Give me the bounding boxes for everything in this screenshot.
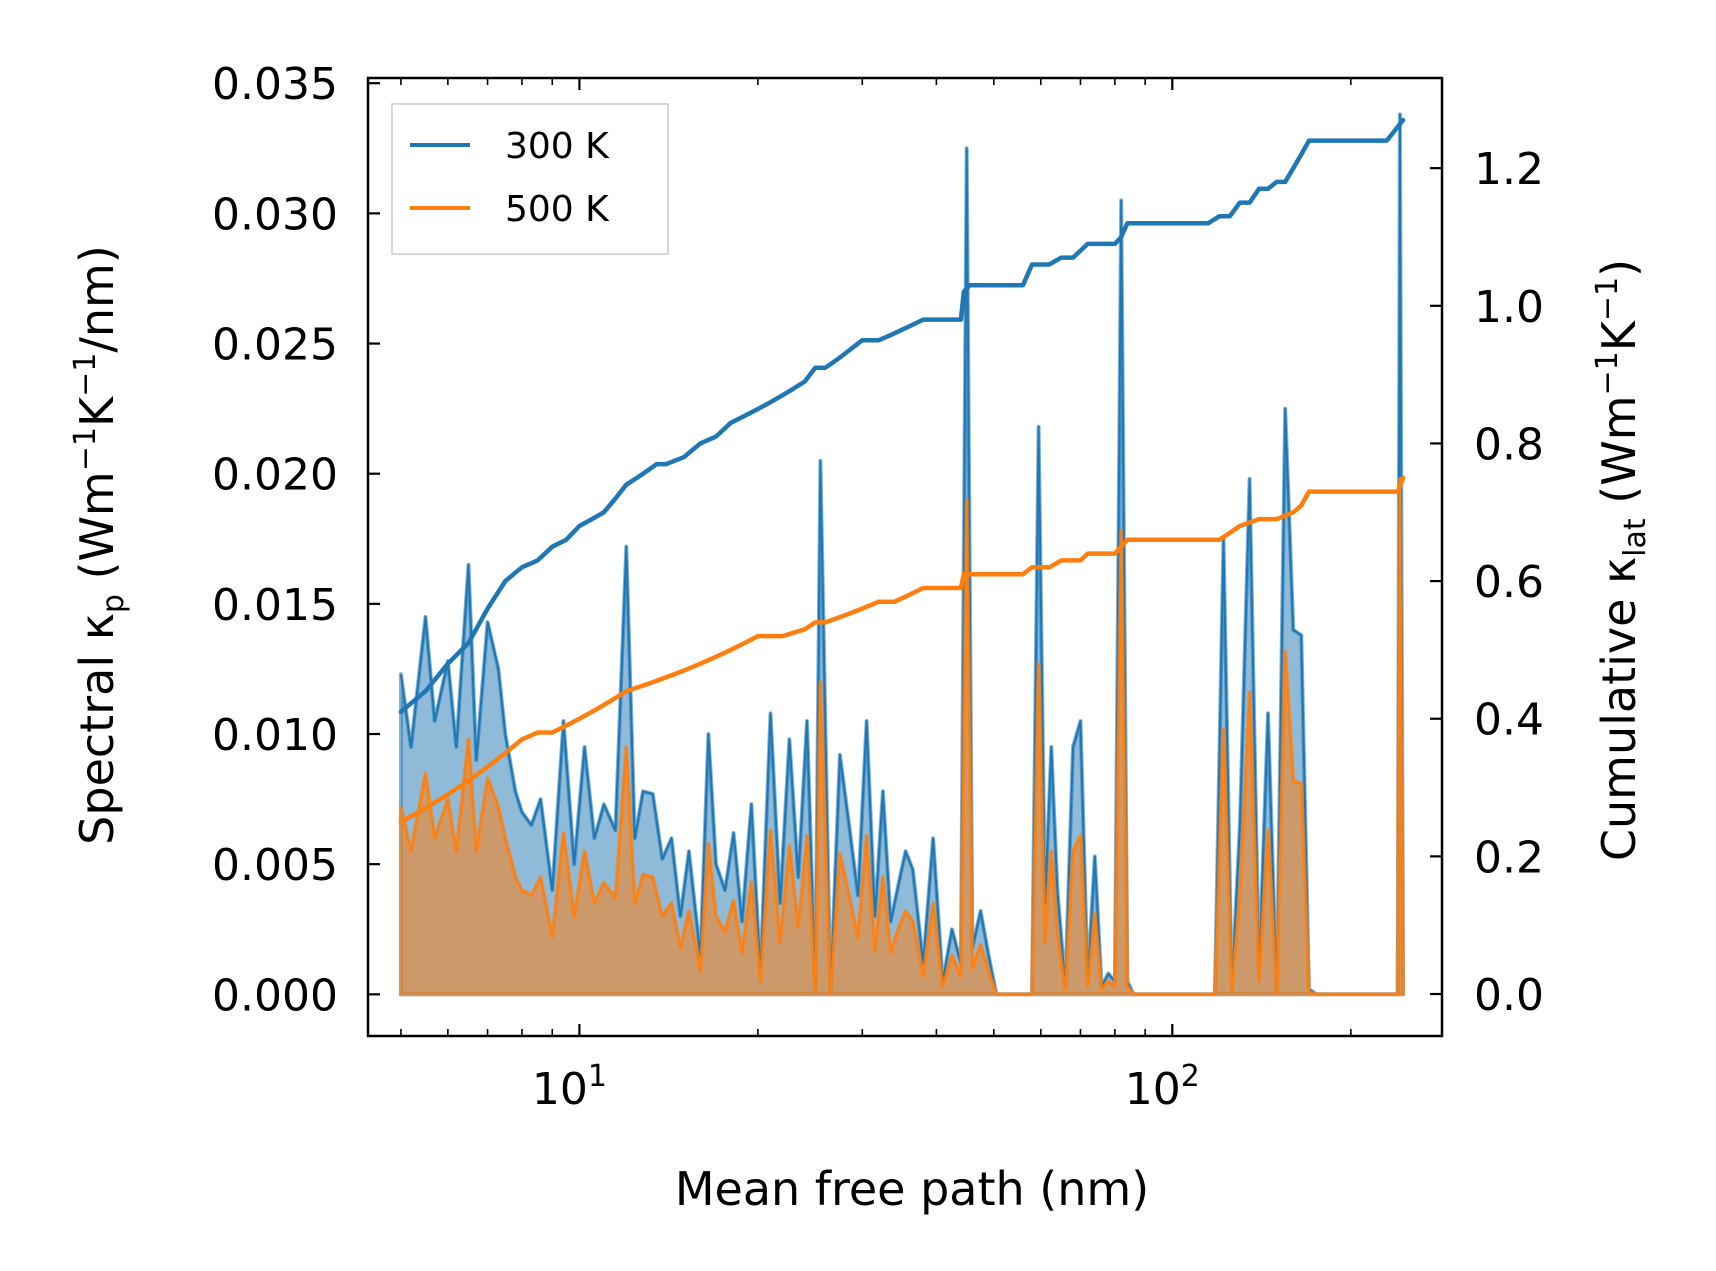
y-right-tick-label: 1.2 bbox=[1474, 144, 1544, 195]
y-right-tick-label: 0.4 bbox=[1474, 695, 1544, 746]
x-tick-label: 102 bbox=[1125, 1059, 1200, 1115]
y-left-part-3: −1 bbox=[68, 427, 103, 471]
y-left-tick-label: 0.020 bbox=[212, 450, 338, 501]
plot-area bbox=[398, 112, 1406, 997]
y-right-part-5: −1 bbox=[1590, 277, 1625, 321]
y-left-tick-label: 0.010 bbox=[212, 710, 338, 761]
y-right-part-2: (Wm bbox=[1592, 395, 1646, 518]
y-left-tick-label: 0.005 bbox=[212, 840, 338, 891]
y-right-tick-label: 0.2 bbox=[1474, 832, 1544, 883]
y-right-tick-label: 0.0 bbox=[1474, 970, 1544, 1021]
y-left-part-6: /nm) bbox=[70, 245, 124, 352]
y-right-part-0: Cumulative κ bbox=[1592, 557, 1646, 861]
y-left-part-4: K bbox=[70, 395, 124, 427]
y-left-part-0: Spectral κ bbox=[70, 613, 124, 845]
y-right-tick-label: 1.0 bbox=[1474, 282, 1544, 333]
y-left-part-5: −1 bbox=[68, 353, 103, 397]
y-left-tick-label: 0.000 bbox=[212, 970, 338, 1021]
y-left-tick-label: 0.015 bbox=[212, 580, 338, 631]
y-right-part-6: ) bbox=[1592, 259, 1646, 277]
legend-label-500k: 500 K bbox=[505, 189, 610, 230]
x-tick-label: 101 bbox=[532, 1059, 607, 1115]
y-left-tick-label: 0.035 bbox=[212, 59, 338, 110]
y-right-part-3: −1 bbox=[1590, 351, 1625, 395]
cumulative-line-500k bbox=[398, 475, 1406, 825]
y-right-part-1: lat bbox=[1618, 518, 1653, 557]
legend-box bbox=[391, 103, 669, 255]
legend-label-300k: 300 K bbox=[505, 126, 610, 167]
legend: 300 K 500 K bbox=[391, 103, 669, 255]
y-left-tick-label: 0.030 bbox=[212, 189, 338, 240]
y-left-tick-label: 0.025 bbox=[212, 320, 338, 371]
y-left-part-2: (Wm bbox=[70, 471, 124, 594]
plot-frame bbox=[366, 76, 1444, 1038]
axis-labels: Mean free path (nm) Spectral κp (Wm−1K−1… bbox=[68, 245, 1653, 1216]
y-right-tick-label: 0.8 bbox=[1474, 419, 1544, 470]
y-right-tick-label: 0.6 bbox=[1474, 557, 1544, 608]
y-right-part-4: K bbox=[1592, 319, 1646, 351]
y-axis-title-right: Cumulative κlat (Wm−1K−1) bbox=[1590, 259, 1653, 861]
x-axis-title: Mean free path (nm) bbox=[675, 1162, 1149, 1216]
axes: 0.000 0.005 0.010 0.015 0.020 0.025 0.030 0.035… bbox=[212, 59, 1544, 1115]
y-left-part-1: p bbox=[96, 594, 131, 613]
y-axis-title-left: Spectral κp (Wm−1K−1/nm) bbox=[68, 245, 131, 845]
